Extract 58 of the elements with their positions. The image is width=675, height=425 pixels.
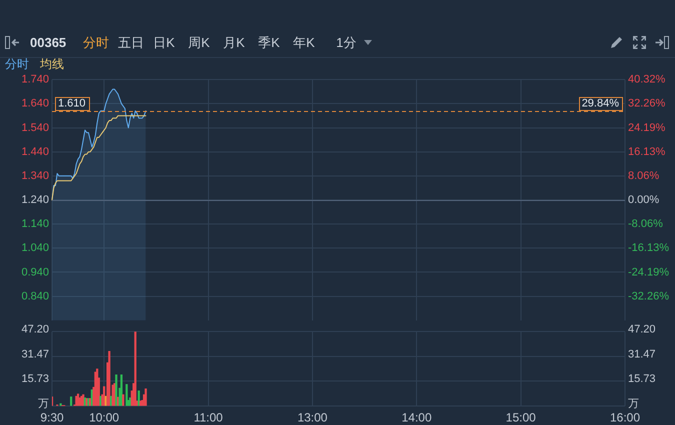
y-tick-label: 1.040 [21, 242, 49, 254]
y2-tick-label: 24.19% [628, 122, 666, 134]
y2-tick-label: -16.13% [628, 242, 670, 254]
y-tick-label: 万 [38, 398, 49, 410]
y2-tick-label: 47.20 [628, 324, 656, 336]
x-tick-label: 14:00 [402, 410, 432, 425]
y2-tick-label: -24.19% [628, 266, 670, 278]
y-tick-label: 1.440 [21, 146, 49, 158]
text: 分时 [83, 35, 110, 50]
y2-tick-label: -32.26% [628, 290, 670, 302]
y-tick-label: 1.540 [21, 122, 49, 134]
y-tick-label: 1.340 [21, 170, 49, 182]
x-tick-label: 9:30 [40, 410, 64, 425]
text: 月K [223, 35, 245, 50]
x-tick-label: 15:00 [506, 410, 536, 425]
y2-tick-label: 16.13% [628, 146, 666, 158]
text: 周K [188, 35, 210, 50]
bar [144, 388, 147, 406]
bar [70, 396, 72, 406]
text: 1分 [336, 35, 356, 50]
y2-tick-label: 31.47 [628, 348, 656, 360]
text: 五日 [118, 35, 144, 50]
y-tick-label: 1.740 [21, 74, 49, 86]
y2-tick-label: 8.06% [628, 170, 660, 182]
text: 季K [258, 35, 280, 50]
text: 日K [153, 35, 175, 50]
bar [138, 390, 140, 406]
y-tick-label: 31.47 [21, 348, 49, 360]
y2-tick-label: 32.26% [628, 98, 666, 110]
text: 均线 [40, 57, 64, 71]
y-tick-label: 15.73 [21, 373, 49, 386]
x-tick-label: 11:00 [194, 410, 224, 425]
y2-tick-label: 0.00% [628, 194, 660, 206]
ref-line-label: 1.610 [58, 98, 86, 110]
y2-tick-label: 15.73 [628, 373, 656, 386]
y-tick-label: 1.240 [21, 194, 49, 206]
chart-title: 00365 [30, 35, 66, 50]
x-tick-label: 10:00 [89, 410, 120, 425]
y-tick-label: 1.140 [21, 218, 49, 230]
bar [96, 368, 98, 406]
bar [134, 332, 136, 406]
bar [108, 350, 110, 406]
x-tick-label: 13:00 [297, 410, 328, 425]
y-tick-label: 0.840 [21, 290, 49, 302]
y2-tick-label: -8.06% [628, 218, 664, 230]
annotation: 29.84% [582, 98, 620, 110]
y-tick-label: 47.20 [21, 324, 49, 336]
bar [122, 394, 124, 406]
y-tick-label: 0.940 [21, 266, 49, 278]
bar [126, 384, 128, 406]
bar [104, 396, 107, 406]
text: 年K [293, 35, 315, 50]
y2-tick-label: 万 [628, 398, 639, 410]
y-tick-label: 1.640 [21, 98, 49, 110]
y2-tick-label: 40.32% [628, 74, 666, 86]
x-tick-label: 16:00 [610, 410, 640, 425]
text: 分时 [5, 57, 29, 71]
bar [115, 374, 118, 406]
